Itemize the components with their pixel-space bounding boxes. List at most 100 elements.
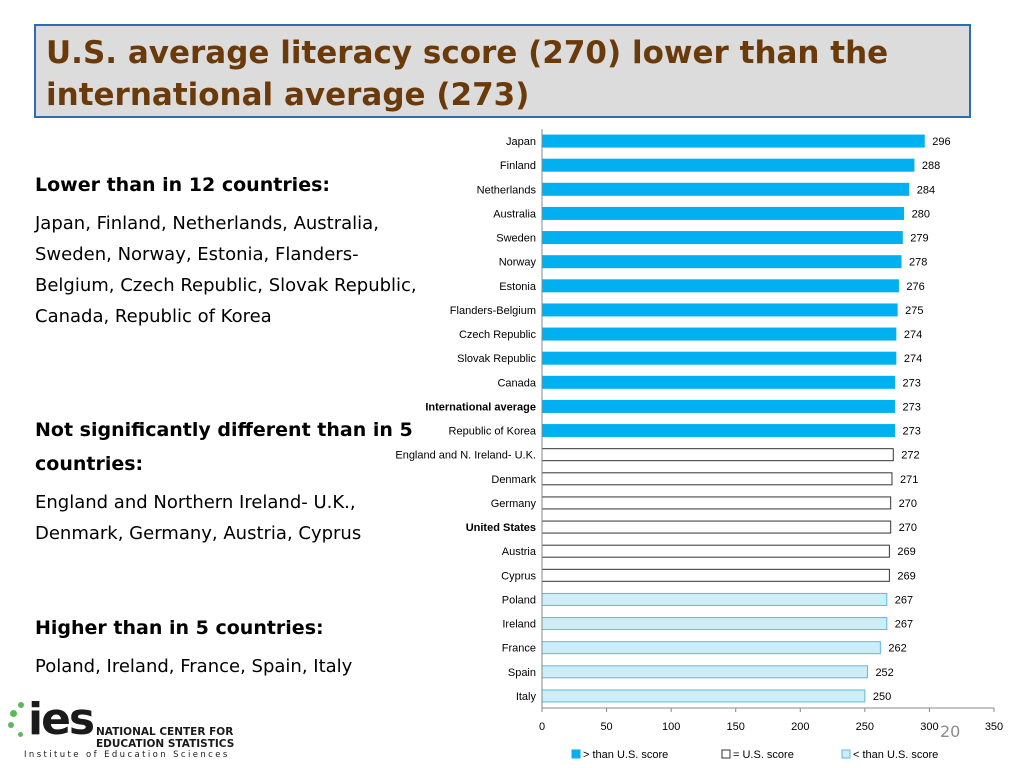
section-heading: Not significantly different than in 5 co… [35,419,413,475]
category-label: Italy [516,691,537,703]
section-heading-colon: : [135,453,144,475]
category-label: Cyprus [501,570,536,582]
bar [541,134,925,148]
section-heading-colon: : [316,617,324,639]
legend-swatch [571,749,581,759]
x-tick-label: 200 [791,721,809,733]
category-label: Denmark [491,474,536,486]
section-lower-than: Lower than in 12 countries: Japan, Finla… [35,168,420,332]
data-label: 284 [917,184,935,196]
data-label: 267 [895,619,913,631]
data-label: 278 [909,257,927,269]
data-label: 274 [904,329,922,341]
bar [541,544,890,558]
section-body: Japan, Finland, Netherlands, Australia, … [35,213,417,327]
category-label: Czech Republic [459,329,537,341]
data-label: 273 [903,401,921,413]
bar [541,641,881,655]
data-label: 270 [899,522,917,534]
data-label: 262 [888,643,906,655]
bar [541,592,888,606]
section-not-different: Not significantly different than in 5 co… [35,413,420,549]
category-label: International average [425,401,536,413]
category-label: Finland [500,160,536,172]
category-label: United States [466,522,536,534]
category-label: Ireland [502,619,536,631]
category-label: Netherlands [477,184,537,196]
slide-title: U.S. average literacy score (270) lower … [46,35,889,113]
bar [541,158,915,172]
category-label: Germany [491,498,537,510]
data-label: 252 [875,667,893,679]
bar [541,303,898,317]
section-body: Poland, Ireland, France, Spain, Italy [35,656,353,677]
data-label: 274 [904,353,922,365]
category-label: Australia [493,208,537,220]
section-heading: Higher than in 5 countries [35,617,317,639]
x-tick-label: 100 [662,721,680,733]
ies-logo: ies NATIONAL CENTER FOR EDUCATION STATIS… [6,694,236,762]
legend-label: > than U.S. score [583,749,668,761]
category-label: Sweden [496,233,536,245]
bar [541,206,905,220]
data-label: 275 [905,305,923,317]
bar [541,399,896,413]
legend-label: < than U.S. score [853,749,938,761]
x-tick-label: 150 [727,721,745,733]
bar [541,448,894,462]
data-label: 296 [932,136,950,148]
category-label: Flanders-Belgium [450,305,536,317]
bar [541,689,866,703]
category-label: France [502,643,536,655]
category-label: Canada [497,377,536,389]
bar [541,351,897,365]
bar [541,496,892,510]
logo-dot-icon [10,710,17,717]
section-higher-than: Higher than in 5 countries: Poland, Irel… [35,611,352,682]
category-label: Austria [502,546,537,558]
x-tick-label: 300 [920,721,938,733]
logo-dot-icon [18,732,23,737]
data-label: 269 [897,546,915,558]
data-label: 272 [901,450,919,462]
bar [541,279,899,293]
bar [541,424,896,438]
bar [541,182,910,196]
data-label: 280 [912,208,930,220]
bar [541,520,892,534]
logo-dot-icon [8,722,14,728]
category-label: Norway [499,257,537,269]
data-label: 288 [922,160,940,172]
logo-subtitle: Institute of Education Sciences [24,750,230,760]
x-tick-label: 350 [985,721,1003,733]
x-tick-label: 50 [600,721,612,733]
category-label: Spain [508,667,536,679]
bar [541,665,868,679]
category-label: Poland [502,594,536,606]
bar [541,375,896,389]
logo-wordmark: ies [28,694,95,745]
bar [541,472,893,486]
bar [541,231,903,245]
data-label: 279 [910,233,928,245]
data-label: 276 [906,281,924,293]
data-label: 267 [895,594,913,606]
section-heading: Lower than in 12 countries [35,174,323,196]
data-label: 250 [873,691,891,703]
bar [541,568,890,582]
category-label: Republic of Korea [449,426,537,438]
section-heading-colon: : [322,174,331,196]
page-number: 20 [940,722,961,741]
data-label: 270 [899,498,917,510]
bar [541,255,902,269]
data-label: 273 [903,377,921,389]
logo-dot-icon [18,702,24,708]
legend-label: = U.S. score [733,749,794,761]
slide-title-box: U.S. average literacy score (270) lower … [34,24,971,118]
data-label: 273 [903,426,921,438]
legend-swatch [721,749,731,759]
logo-line-2: EDUCATION STATISTICS [96,738,235,750]
legend-swatch [841,749,851,759]
data-label: 269 [897,570,915,582]
